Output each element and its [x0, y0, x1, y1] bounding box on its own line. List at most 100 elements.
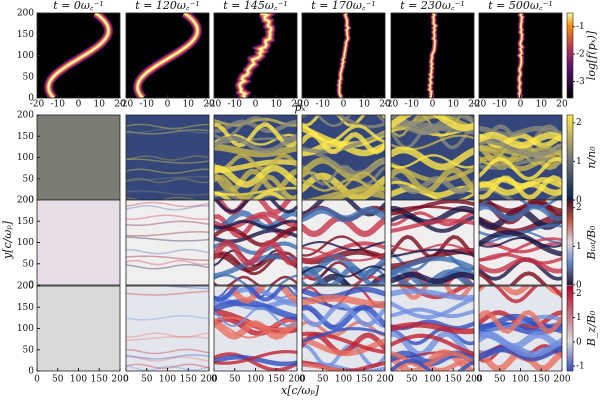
- x-tick-label: 0: [76, 100, 82, 110]
- field-streak: [302, 124, 385, 144]
- y-tick-label: 0: [28, 94, 34, 104]
- field-streak: [214, 299, 297, 322]
- field-streak: [126, 231, 209, 237]
- y-tick-label: 50: [23, 174, 35, 184]
- field-streak: [302, 265, 385, 278]
- field-streak: [159, 286, 209, 290]
- x-tick-label: -20: [295, 100, 310, 110]
- field-streak: [126, 356, 209, 362]
- x-tick-label: 10: [359, 100, 371, 110]
- field-streak: [302, 294, 385, 309]
- y-tick-label: 0: [28, 281, 34, 291]
- y-tick-label: 50: [23, 72, 35, 82]
- field-streak: [214, 274, 297, 285]
- panel-image: [214, 200, 297, 285]
- field-streak: [315, 115, 385, 128]
- field-streak: [126, 236, 209, 242]
- distribution-ridge: [338, 13, 349, 98]
- field-streak: [479, 286, 562, 304]
- field-streak: [126, 354, 209, 360]
- panel-image: [126, 115, 209, 200]
- colorbar: [566, 199, 574, 286]
- field-streak: [479, 137, 562, 158]
- panel-frame: [301, 199, 386, 286]
- x-tick-label: 200: [200, 375, 217, 385]
- field-streak: [126, 205, 209, 211]
- y-tick-label: 100: [17, 51, 34, 61]
- field-streak: [302, 331, 385, 355]
- panel-image: [126, 200, 209, 285]
- field-streak: [479, 203, 562, 222]
- field-streak: [126, 128, 209, 134]
- field-streak: [391, 214, 474, 233]
- field-streak: [302, 115, 385, 129]
- x-tick-label: 200: [376, 375, 393, 385]
- x-tick-label: -10: [51, 100, 66, 110]
- field-streak: [214, 119, 297, 134]
- field-streak: [126, 201, 209, 208]
- field-streak: [479, 175, 562, 200]
- field-streak: [391, 243, 474, 252]
- field-streak: [302, 235, 385, 257]
- panel-image: [37, 200, 120, 285]
- panel-frame: [478, 199, 563, 286]
- x-tick-label: -20: [207, 100, 222, 110]
- field-streak: [315, 273, 385, 285]
- colorbar-tick-label: 0: [576, 281, 582, 291]
- field-streak: [479, 257, 562, 274]
- x-tick-label: 20: [291, 100, 303, 110]
- x-tick-label: 100: [512, 375, 529, 385]
- y-tick-label: 150: [17, 30, 34, 40]
- field-streak: [391, 248, 474, 258]
- field-streak: [479, 331, 562, 358]
- x-tick-label: -10: [228, 100, 243, 110]
- field-streak: [214, 164, 297, 188]
- panel-image: [391, 115, 474, 200]
- field-streak: [214, 168, 297, 194]
- x-label: x[c/ωₚ]: [281, 384, 320, 397]
- field-streak: [214, 319, 297, 339]
- field-streak: [126, 190, 209, 196]
- panel-image: [214, 115, 297, 200]
- x-tick-label: -20: [30, 100, 45, 110]
- panel-image: [214, 13, 297, 98]
- field-streak: [302, 171, 385, 191]
- field-streak: [391, 266, 474, 285]
- x-tick-label: 150: [533, 375, 550, 385]
- field-streak: [391, 175, 474, 195]
- x-tick-label: 10: [448, 100, 460, 110]
- x-tick-label: 100: [70, 375, 87, 385]
- y-tick-label: 100: [17, 324, 34, 334]
- field-streak: [126, 290, 209, 296]
- x-tick-label: 150: [180, 375, 197, 385]
- field-streak: [479, 309, 562, 334]
- x-tick-label: -10: [316, 100, 331, 110]
- field-streak: [391, 200, 474, 216]
- colorbar-tick-label: 2: [576, 118, 582, 128]
- y-tick-label: 100: [17, 238, 34, 248]
- field-streak: [391, 307, 474, 319]
- x-tick-label: 0: [165, 100, 171, 110]
- colorbar-tick-label: -1: [576, 22, 585, 32]
- x-tick-label: 10: [183, 100, 195, 110]
- panel-image: [391, 286, 474, 371]
- colorbar-tick-label: 0: [576, 196, 582, 206]
- colorbar-tick-label: 2: [576, 203, 582, 213]
- x-tick-label: 50: [494, 375, 506, 385]
- x-tick-label: 0: [211, 375, 217, 385]
- field-streak: [302, 302, 385, 328]
- x-tick-label: 10: [271, 100, 283, 110]
- panel-title: t = 0ω꜀⁻¹: [53, 0, 104, 12]
- field-streak: [126, 168, 209, 175]
- field-streak: [214, 143, 297, 158]
- field-streak: [126, 348, 209, 355]
- y-tick-label: 50: [23, 345, 35, 355]
- x-tick-label: 20: [379, 100, 391, 110]
- distribution-ridge: [518, 13, 523, 98]
- panel-title: t = 230ω꜀⁻¹: [400, 0, 465, 12]
- field-streak: [126, 263, 209, 270]
- x-tick-label: 200: [111, 375, 128, 385]
- x-tick-label: 150: [268, 375, 285, 385]
- x-tick-label: 20: [203, 100, 215, 110]
- x-tick-label: 0: [123, 375, 129, 385]
